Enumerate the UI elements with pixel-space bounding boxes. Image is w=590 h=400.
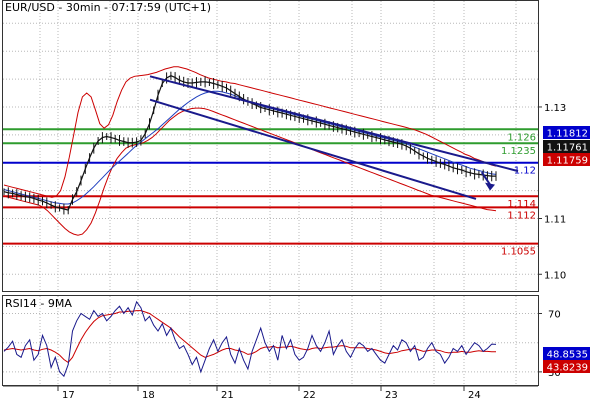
trend-channel xyxy=(149,75,519,200)
price-tag-label: 1.11759 xyxy=(547,156,588,167)
x-axis-tick-label: 18 xyxy=(142,390,155,400)
bollinger-lower-line xyxy=(3,107,497,236)
arrow-head-icon xyxy=(485,182,495,191)
channel-upper-line xyxy=(149,75,519,173)
rsi-ma-line xyxy=(3,310,496,364)
rsi-series-group xyxy=(3,300,497,378)
rsi-y-axis: 70 30 xyxy=(538,310,561,379)
price-y-tick-label: 1.11 xyxy=(544,215,566,226)
rsi-panel: 70 30 48.8535 43.8239 RSI14 - 9MA xyxy=(2,295,590,386)
price-tag-label: 1.11761 xyxy=(547,143,588,154)
level-label: 1.12 xyxy=(514,166,536,177)
level-label: 1.114 xyxy=(507,199,536,210)
bollinger-upper-line xyxy=(3,66,497,198)
price-y-axis: 1.13 1.11 1.10 xyxy=(538,103,566,281)
x-axis-tick-label: 17 xyxy=(62,390,75,400)
level-label: 1.1235 xyxy=(501,146,536,157)
price-tag-box xyxy=(543,153,590,166)
x-axis: 17 18 21 22 23 24 xyxy=(3,385,538,400)
price-tag-label: 1.11812 xyxy=(547,129,588,140)
rsi-tag-box xyxy=(543,347,590,360)
level-label: 1.126 xyxy=(507,132,536,143)
x-axis-tick-label: 24 xyxy=(468,390,481,400)
rsi-chart-title: RSI14 - 9MA xyxy=(5,297,72,310)
rsi-tag-box xyxy=(543,360,590,373)
level-label: 1.112 xyxy=(507,210,536,221)
rsi-y-tick-label: 30 xyxy=(548,368,561,379)
channel-lower-line xyxy=(149,98,477,200)
price-y-tick-label: 1.13 xyxy=(544,103,566,114)
rsi-tags: 48.8535 43.8239 xyxy=(543,347,590,374)
x-axis-tick-label: 22 xyxy=(303,390,316,400)
level-label: 1.1055 xyxy=(501,247,536,258)
price-grid xyxy=(3,1,538,291)
price-tag-box xyxy=(543,140,590,153)
price-tag-box xyxy=(543,126,590,139)
price-tags: 1.11812 1.11761 1.11759 xyxy=(543,126,590,167)
rsi-tag-label: 48.8535 xyxy=(547,350,588,361)
x-axis-tick-label: 21 xyxy=(221,390,234,400)
rsi-y-tick-label: 70 xyxy=(548,310,561,321)
rsi-tag-label: 43.8239 xyxy=(547,363,588,374)
x-axis-tick-label: 23 xyxy=(385,390,398,400)
arrow-shaft xyxy=(480,171,491,186)
price-y-tick-label: 1.10 xyxy=(544,270,566,281)
price-chart-title: EUR/USD - 30min - 07:17:59 (UTC+1) xyxy=(5,1,211,14)
rsi-grid xyxy=(3,296,538,385)
rsi-line xyxy=(3,300,497,378)
